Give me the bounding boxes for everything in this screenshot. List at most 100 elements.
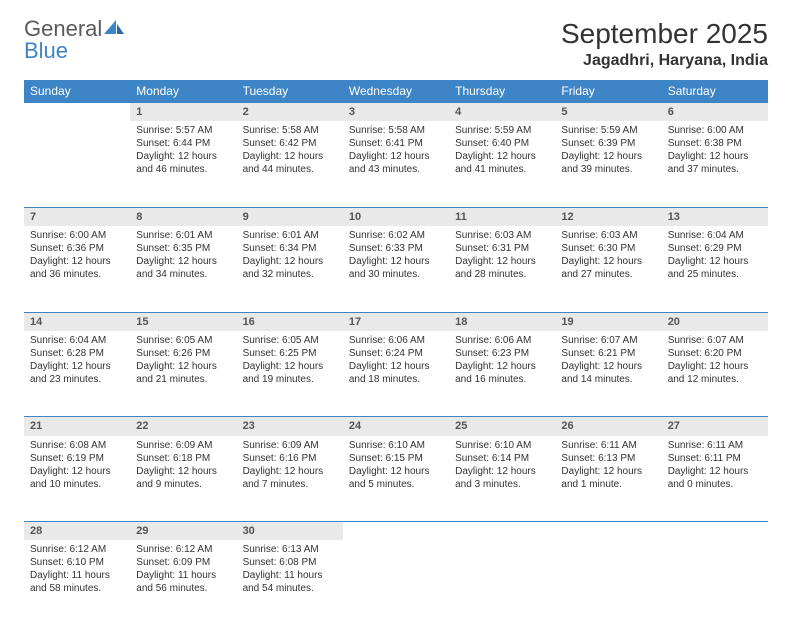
title-block: September 2025 Jagadhri, Haryana, India	[561, 18, 768, 70]
daylight-line: Daylight: 12 hours and 3 minutes.	[455, 465, 549, 491]
sunrise-line: Sunrise: 6:00 AM	[668, 124, 762, 137]
day-number: 15	[130, 312, 236, 331]
day-cell: Sunrise: 6:06 AMSunset: 6:24 PMDaylight:…	[343, 331, 449, 417]
header: General Blue September 2025 Jagadhri, Ha…	[24, 18, 768, 70]
day-cell: Sunrise: 6:07 AMSunset: 6:21 PMDaylight:…	[555, 331, 661, 417]
day-cell: Sunrise: 6:01 AMSunset: 6:35 PMDaylight:…	[130, 226, 236, 312]
day-number: 20	[662, 312, 768, 331]
day-number-row: 21222324252627	[24, 417, 768, 436]
sunrise-line: Sunrise: 6:01 AM	[136, 229, 230, 242]
day-cell: Sunrise: 6:00 AMSunset: 6:36 PMDaylight:…	[24, 226, 130, 312]
sunset-line: Sunset: 6:21 PM	[561, 347, 655, 360]
day-number: 28	[24, 522, 130, 541]
sunrise-line: Sunrise: 6:03 AM	[455, 229, 549, 242]
day-cell: Sunrise: 6:11 AMSunset: 6:13 PMDaylight:…	[555, 436, 661, 522]
sail-icon	[102, 18, 126, 36]
day-cell: Sunrise: 6:03 AMSunset: 6:31 PMDaylight:…	[449, 226, 555, 312]
daylight-line: Daylight: 12 hours and 28 minutes.	[455, 255, 549, 281]
sunset-line: Sunset: 6:10 PM	[30, 556, 124, 569]
sunset-line: Sunset: 6:09 PM	[136, 556, 230, 569]
sunrise-line: Sunrise: 6:07 AM	[668, 334, 762, 347]
daylight-line: Daylight: 12 hours and 14 minutes.	[561, 360, 655, 386]
daylight-line: Daylight: 12 hours and 46 minutes.	[136, 150, 230, 176]
sunrise-line: Sunrise: 6:07 AM	[561, 334, 655, 347]
sunrise-line: Sunrise: 6:01 AM	[243, 229, 337, 242]
logo-word2: Blue	[24, 40, 126, 62]
sunrise-line: Sunrise: 6:10 AM	[455, 439, 549, 452]
sunrise-line: Sunrise: 6:06 AM	[349, 334, 443, 347]
day-cell	[662, 540, 768, 626]
sunset-line: Sunset: 6:15 PM	[349, 452, 443, 465]
calendar-table: Sunday Monday Tuesday Wednesday Thursday…	[24, 80, 768, 626]
sunset-line: Sunset: 6:38 PM	[668, 137, 762, 150]
sunrise-line: Sunrise: 5:58 AM	[243, 124, 337, 137]
day-number: 5	[555, 103, 661, 122]
sunset-line: Sunset: 6:30 PM	[561, 242, 655, 255]
sunset-line: Sunset: 6:23 PM	[455, 347, 549, 360]
day-header: Tuesday	[237, 80, 343, 103]
day-header: Saturday	[662, 80, 768, 103]
day-number: 21	[24, 417, 130, 436]
day-cell: Sunrise: 5:59 AMSunset: 6:40 PMDaylight:…	[449, 121, 555, 207]
day-number: 6	[662, 103, 768, 122]
day-number: 4	[449, 103, 555, 122]
sunrise-line: Sunrise: 6:00 AM	[30, 229, 124, 242]
sunrise-line: Sunrise: 6:10 AM	[349, 439, 443, 452]
daylight-line: Daylight: 12 hours and 16 minutes.	[455, 360, 549, 386]
day-number-row: 282930	[24, 522, 768, 541]
sunrise-line: Sunrise: 6:09 AM	[243, 439, 337, 452]
daylight-line: Daylight: 12 hours and 7 minutes.	[243, 465, 337, 491]
sunrise-line: Sunrise: 5:58 AM	[349, 124, 443, 137]
sunset-line: Sunset: 6:40 PM	[455, 137, 549, 150]
day-content-row: Sunrise: 6:12 AMSunset: 6:10 PMDaylight:…	[24, 540, 768, 626]
sunrise-line: Sunrise: 6:12 AM	[136, 543, 230, 556]
daylight-line: Daylight: 12 hours and 21 minutes.	[136, 360, 230, 386]
sunset-line: Sunset: 6:39 PM	[561, 137, 655, 150]
daylight-line: Daylight: 12 hours and 44 minutes.	[243, 150, 337, 176]
day-number-row: 14151617181920	[24, 312, 768, 331]
sunrise-line: Sunrise: 6:06 AM	[455, 334, 549, 347]
sunrise-line: Sunrise: 6:11 AM	[561, 439, 655, 452]
sunrise-line: Sunrise: 6:05 AM	[136, 334, 230, 347]
sunrise-line: Sunrise: 5:57 AM	[136, 124, 230, 137]
day-number: 19	[555, 312, 661, 331]
sunset-line: Sunset: 6:24 PM	[349, 347, 443, 360]
day-number: 8	[130, 207, 236, 226]
daylight-line: Daylight: 11 hours and 58 minutes.	[30, 569, 124, 595]
daylight-line: Daylight: 11 hours and 54 minutes.	[243, 569, 337, 595]
day-number	[555, 522, 661, 541]
sunset-line: Sunset: 6:35 PM	[136, 242, 230, 255]
day-cell: Sunrise: 6:13 AMSunset: 6:08 PMDaylight:…	[237, 540, 343, 626]
day-number: 27	[662, 417, 768, 436]
day-cell: Sunrise: 6:05 AMSunset: 6:25 PMDaylight:…	[237, 331, 343, 417]
day-number: 25	[449, 417, 555, 436]
sunset-line: Sunset: 6:44 PM	[136, 137, 230, 150]
sunrise-line: Sunrise: 6:05 AM	[243, 334, 337, 347]
day-header-row: Sunday Monday Tuesday Wednesday Thursday…	[24, 80, 768, 103]
sunrise-line: Sunrise: 6:13 AM	[243, 543, 337, 556]
daylight-line: Daylight: 12 hours and 19 minutes.	[243, 360, 337, 386]
day-number: 10	[343, 207, 449, 226]
sunset-line: Sunset: 6:14 PM	[455, 452, 549, 465]
day-cell: Sunrise: 6:07 AMSunset: 6:20 PMDaylight:…	[662, 331, 768, 417]
day-cell: Sunrise: 6:00 AMSunset: 6:38 PMDaylight:…	[662, 121, 768, 207]
day-number	[24, 103, 130, 122]
day-cell: Sunrise: 6:02 AMSunset: 6:33 PMDaylight:…	[343, 226, 449, 312]
sunrise-line: Sunrise: 6:09 AM	[136, 439, 230, 452]
daylight-line: Daylight: 12 hours and 25 minutes.	[668, 255, 762, 281]
day-header: Monday	[130, 80, 236, 103]
sunset-line: Sunset: 6:28 PM	[30, 347, 124, 360]
day-number: 22	[130, 417, 236, 436]
day-cell: Sunrise: 6:12 AMSunset: 6:10 PMDaylight:…	[24, 540, 130, 626]
daylight-line: Daylight: 12 hours and 1 minute.	[561, 465, 655, 491]
sunset-line: Sunset: 6:42 PM	[243, 137, 337, 150]
day-header: Wednesday	[343, 80, 449, 103]
day-number	[449, 522, 555, 541]
day-cell: Sunrise: 6:09 AMSunset: 6:16 PMDaylight:…	[237, 436, 343, 522]
sunrise-line: Sunrise: 5:59 AM	[455, 124, 549, 137]
day-cell: Sunrise: 6:10 AMSunset: 6:15 PMDaylight:…	[343, 436, 449, 522]
day-cell: Sunrise: 5:58 AMSunset: 6:41 PMDaylight:…	[343, 121, 449, 207]
day-cell	[343, 540, 449, 626]
day-number	[662, 522, 768, 541]
day-number: 17	[343, 312, 449, 331]
